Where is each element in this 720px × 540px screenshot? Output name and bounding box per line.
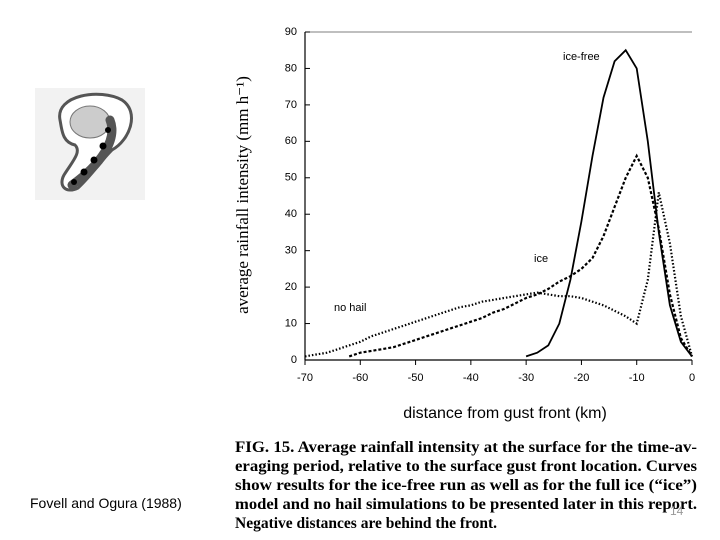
slide-number: 14 [670,504,684,518]
x-tick-label: -50 [408,372,424,384]
caption-line: show results for the ice-free run as wel… [235,477,697,494]
caption-line: model and no hail simulations to be pres… [235,496,697,513]
caption-line: FIG. 15. Average rainfall intensity at t… [235,439,697,456]
y-tick-label: 50 [285,172,297,184]
y-axis-label: average rainfall intensity (mm h⁻¹) [233,76,252,314]
series-line [525,48,693,358]
x-tick-label: -70 [297,372,313,384]
y-tick-label: 30 [285,245,297,257]
y-tick-label: 40 [285,208,297,220]
x-tick-label: -60 [352,372,368,384]
x-axis-label: distance from gust front (km) [403,405,607,422]
convective-line [67,115,117,190]
x-tick-label: 0 [689,372,695,384]
x-tick-label: -40 [463,372,479,384]
y-tick-label: 0 [291,354,297,366]
series-label: no hail [334,302,366,314]
schematic [35,88,145,200]
caption-line: Negative distances are behind the front. [235,515,497,532]
citation: Fovell and Ogura (1988) [30,495,182,511]
x-tick-label: -20 [573,372,589,384]
series-line [348,153,693,358]
cells [71,127,111,185]
caption-line: eraging period, relative to the surface … [235,458,697,475]
x-tick-label: -30 [518,372,534,384]
plot: 0 10 20 30 40 50 60 70 80 90 -70 -60 -50 -40 -30 -20 -10… [285,26,695,384]
stratiform-region [69,105,111,139]
y-tick-label: 70 [285,99,297,111]
x-tick-label: -10 [629,372,645,384]
series-label: ice-free [563,51,600,63]
y-tick-label: 10 [285,317,297,329]
series-label: ice [534,253,548,265]
y-tick-label: 20 [285,281,297,293]
y-tick-label: 80 [285,62,297,74]
series-line [304,192,694,358]
y-tick-label: 90 [285,26,297,38]
caption: FIG. 15. Average rainfall intensity at t… [235,439,697,532]
y-tick-label: 60 [285,135,297,147]
